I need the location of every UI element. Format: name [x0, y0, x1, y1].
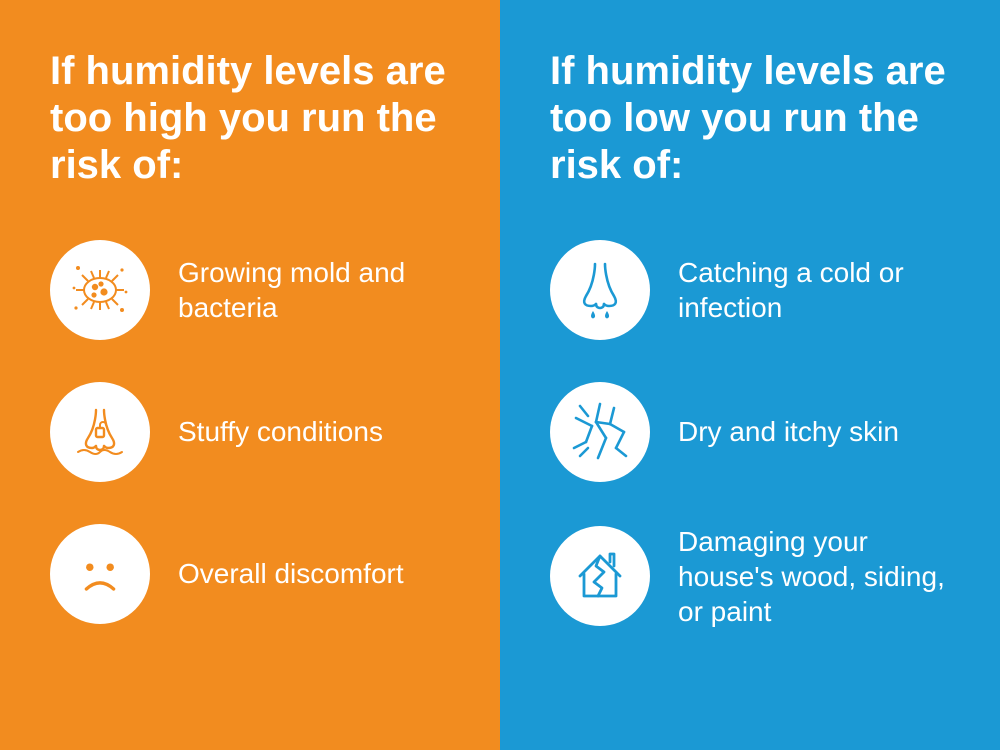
damaged-house-icon: [550, 526, 650, 626]
item-label: Growing mold and bacteria: [178, 255, 460, 325]
item-label: Damaging your house's wood, siding, or p…: [678, 524, 960, 629]
right-panel: If humidity levels are too low you run t…: [500, 0, 1000, 750]
list-item: Catching a cold or infection: [550, 240, 960, 340]
left-panel: If humidity levels are too high you run …: [0, 0, 500, 750]
runny-nose-icon: [550, 240, 650, 340]
right-heading: If humidity levels are too low you run t…: [550, 48, 960, 190]
list-item: Damaging your house's wood, siding, or p…: [550, 524, 960, 629]
bacteria-icon: [50, 240, 150, 340]
cracked-skin-icon: [550, 382, 650, 482]
item-label: Overall discomfort: [178, 556, 404, 591]
left-heading: If humidity levels are too high you run …: [50, 48, 460, 190]
list-item: Stuffy conditions: [50, 382, 460, 482]
item-label: Dry and itchy skin: [678, 414, 899, 449]
list-item: Overall discomfort: [50, 524, 460, 624]
sad-face-icon: [50, 524, 150, 624]
item-label: Catching a cold or infection: [678, 255, 960, 325]
stuffy-nose-icon: [50, 382, 150, 482]
item-label: Stuffy conditions: [178, 414, 383, 449]
list-item: Dry and itchy skin: [550, 382, 960, 482]
list-item: Growing mold and bacteria: [50, 240, 460, 340]
